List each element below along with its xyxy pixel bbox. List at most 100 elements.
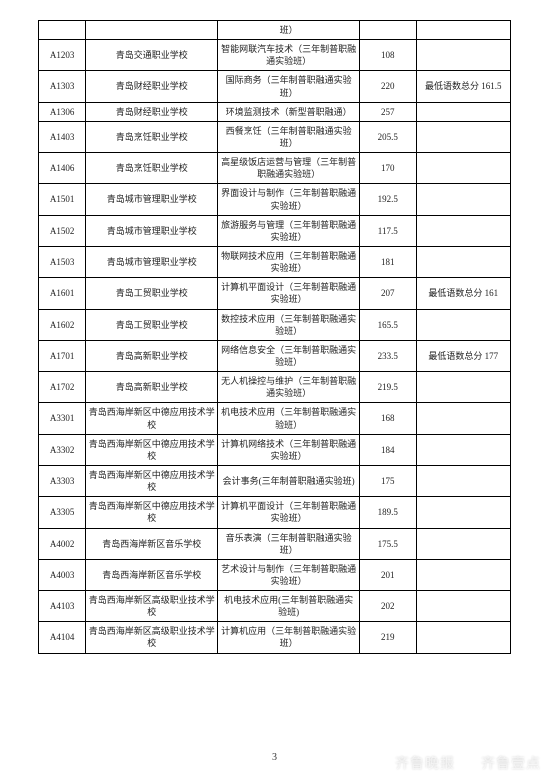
table-row: A1501青岛城市管理职业学校界面设计与制作（三年制普职融通实验班）192.5	[39, 184, 511, 215]
code-cell: A1701	[39, 340, 86, 371]
school-cell: 青岛西海岸新区中德应用技术学校	[86, 465, 218, 496]
major-cell: 高星级饭店运营与管理（三年制普职融通实验班）	[218, 153, 360, 184]
code-cell	[39, 21, 86, 40]
watermark: 齐鲁晚报 齐鲁壹点	[395, 753, 541, 773]
code-cell: A1203	[39, 40, 86, 71]
major-cell: 会计事务(三年制普职融通实验班)	[218, 465, 360, 496]
score-cell: 175.5	[359, 528, 416, 559]
school-cell: 青岛西海岸新区中德应用技术学校	[86, 497, 218, 528]
major-cell: 界面设计与制作（三年制普职融通实验班）	[218, 184, 360, 215]
school-cell	[86, 21, 218, 40]
note-cell	[416, 497, 510, 528]
code-cell: A1303	[39, 71, 86, 102]
note-cell	[416, 184, 510, 215]
score-cell: 219	[359, 622, 416, 653]
score-cell: 165.5	[359, 309, 416, 340]
school-cell: 青岛烹饪职业学校	[86, 153, 218, 184]
note-cell	[416, 121, 510, 152]
school-cell: 青岛财经职业学校	[86, 71, 218, 102]
note-cell	[416, 21, 510, 40]
score-cell: 233.5	[359, 340, 416, 371]
note-cell: 最低语数总分 177	[416, 340, 510, 371]
table-row: A4104青岛西海岸新区高级职业技术学校计算机应用（三年制普职融通实验班）219	[39, 622, 511, 653]
table-row: A4003青岛西海岸新区音乐学校艺术设计与制作（三年制普职融通实验班）201	[39, 559, 511, 590]
school-cell: 青岛城市管理职业学校	[86, 246, 218, 277]
watermark-left: 齐鲁晚报	[395, 753, 455, 773]
school-cell: 青岛西海岸新区音乐学校	[86, 559, 218, 590]
code-cell: A4103	[39, 591, 86, 622]
major-cell: 音乐表演（三年制普职融通实验班）	[218, 528, 360, 559]
score-cell: 207	[359, 278, 416, 309]
school-cell: 青岛西海岸新区高级职业技术学校	[86, 622, 218, 653]
watermark-right: 齐鲁壹点	[481, 753, 541, 773]
note-cell: 最低语数总分 161.5	[416, 71, 510, 102]
code-cell: A1602	[39, 309, 86, 340]
major-cell: 环境监测技术（新型普职融通）	[218, 102, 360, 121]
major-cell: 计算机平面设计（三年制普职融通实验班）	[218, 278, 360, 309]
score-cell: 202	[359, 591, 416, 622]
major-cell: 无人机操控与维护（三年制普职融通实验班）	[218, 372, 360, 403]
score-cell: 170	[359, 153, 416, 184]
score-cell: 192.5	[359, 184, 416, 215]
major-cell: 国际商务（三年制普职融通实验班）	[218, 71, 360, 102]
score-cell: 219.5	[359, 372, 416, 403]
major-cell: 旅游服务与管理（三年制普职融通实验班）	[218, 215, 360, 246]
note-cell	[416, 246, 510, 277]
score-cell: 175	[359, 465, 416, 496]
major-cell: 艺术设计与制作（三年制普职融通实验班）	[218, 559, 360, 590]
school-cell: 青岛城市管理职业学校	[86, 215, 218, 246]
score-table: 班）A1203青岛交通职业学校智能网联汽车技术（三年制普职融通实验班）108A1…	[38, 20, 511, 654]
major-cell: 西餐烹饪（三年制普职融通实验班）	[218, 121, 360, 152]
note-cell	[416, 102, 510, 121]
score-cell: 189.5	[359, 497, 416, 528]
note-cell	[416, 434, 510, 465]
watermark-icon	[461, 756, 475, 770]
table-row: A3303青岛西海岸新区中德应用技术学校会计事务(三年制普职融通实验班)175	[39, 465, 511, 496]
score-cell: 257	[359, 102, 416, 121]
major-cell: 机电技术应用(三年制普职融通实验班)	[218, 591, 360, 622]
school-cell: 青岛财经职业学校	[86, 102, 218, 121]
table-row: A1403青岛烹饪职业学校西餐烹饪（三年制普职融通实验班）205.5	[39, 121, 511, 152]
code-cell: A1501	[39, 184, 86, 215]
table-row-partial: 班）	[39, 21, 511, 40]
table-row: A1502青岛城市管理职业学校旅游服务与管理（三年制普职融通实验班）117.5	[39, 215, 511, 246]
major-cell: 物联网技术应用（三年制普职融通实验班）	[218, 246, 360, 277]
note-cell	[416, 215, 510, 246]
score-cell: 201	[359, 559, 416, 590]
note-cell	[416, 153, 510, 184]
code-cell: A1306	[39, 102, 86, 121]
score-cell: 184	[359, 434, 416, 465]
school-cell: 青岛西海岸新区高级职业技术学校	[86, 591, 218, 622]
code-cell: A1601	[39, 278, 86, 309]
major-cell: 计算机应用（三年制普职融通实验班）	[218, 622, 360, 653]
score-cell: 108	[359, 40, 416, 71]
code-cell: A3301	[39, 403, 86, 434]
school-cell: 青岛西海岸新区中德应用技术学校	[86, 403, 218, 434]
table-row: A3301青岛西海岸新区中德应用技术学校机电技术应用（三年制普职融通实验班）16…	[39, 403, 511, 434]
score-cell: 168	[359, 403, 416, 434]
code-cell: A1406	[39, 153, 86, 184]
code-cell: A1502	[39, 215, 86, 246]
school-cell: 青岛西海岸新区中德应用技术学校	[86, 434, 218, 465]
major-cell: 网络信息安全（三年制普职融通实验班）	[218, 340, 360, 371]
table-row: A1701青岛高新职业学校网络信息安全（三年制普职融通实验班）233.5最低语数…	[39, 340, 511, 371]
table-row: A3305青岛西海岸新区中德应用技术学校计算机平面设计（三年制普职融通实验班）1…	[39, 497, 511, 528]
table-row: A1601青岛工贸职业学校计算机平面设计（三年制普职融通实验班）207最低语数总…	[39, 278, 511, 309]
table-row: A4002青岛西海岸新区音乐学校音乐表演（三年制普职融通实验班）175.5	[39, 528, 511, 559]
score-cell	[359, 21, 416, 40]
code-cell: A1702	[39, 372, 86, 403]
school-cell: 青岛烹饪职业学校	[86, 121, 218, 152]
code-cell: A4002	[39, 528, 86, 559]
code-cell: A4104	[39, 622, 86, 653]
major-cell: 班）	[218, 21, 360, 40]
document-page: 班）A1203青岛交通职业学校智能网联汽车技术（三年制普职融通实验班）108A1…	[0, 0, 549, 777]
code-cell: A4003	[39, 559, 86, 590]
school-cell: 青岛工贸职业学校	[86, 278, 218, 309]
score-cell: 117.5	[359, 215, 416, 246]
major-cell: 机电技术应用（三年制普职融通实验班）	[218, 403, 360, 434]
code-cell: A3302	[39, 434, 86, 465]
table-row: A1203青岛交通职业学校智能网联汽车技术（三年制普职融通实验班）108	[39, 40, 511, 71]
table-row: A1702青岛高新职业学校无人机操控与维护（三年制普职融通实验班）219.5	[39, 372, 511, 403]
major-cell: 数控技术应用（三年制普职融通实验班）	[218, 309, 360, 340]
score-cell: 205.5	[359, 121, 416, 152]
